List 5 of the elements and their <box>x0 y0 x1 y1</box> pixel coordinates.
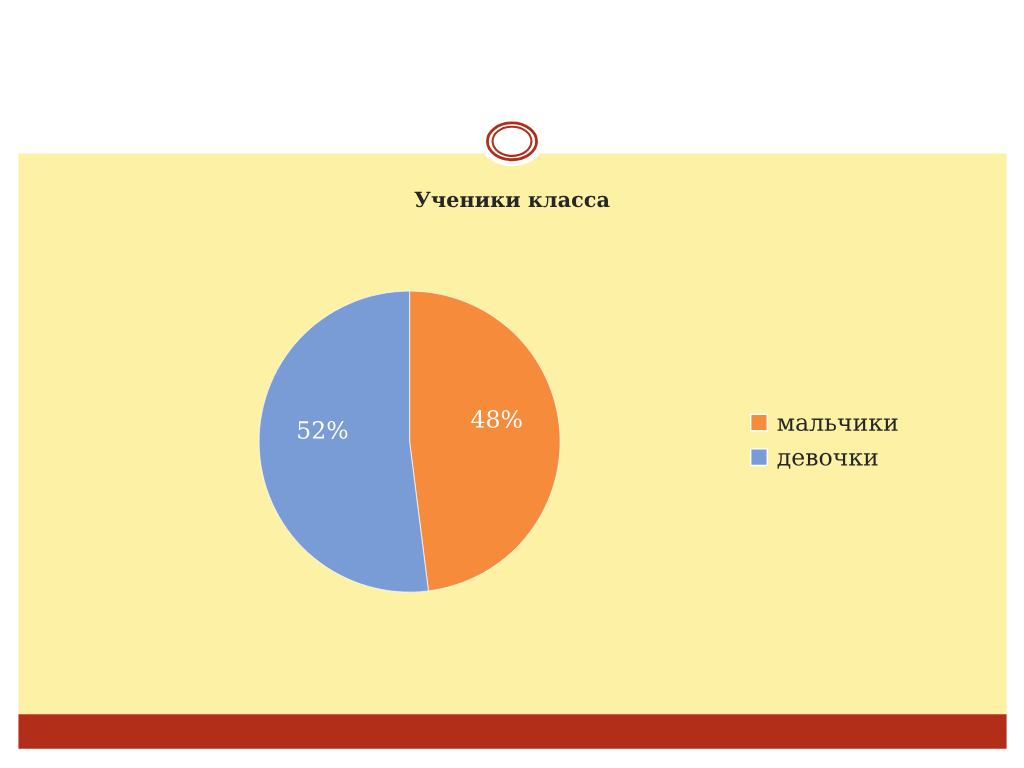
data-label: 52% <box>298 421 348 439</box>
legend-label: мальчики <box>777 418 898 432</box>
chart-title: Ученики класса <box>414 191 610 208</box>
data-label: 48% <box>471 410 522 428</box>
legend-label: девочки <box>777 452 878 469</box>
